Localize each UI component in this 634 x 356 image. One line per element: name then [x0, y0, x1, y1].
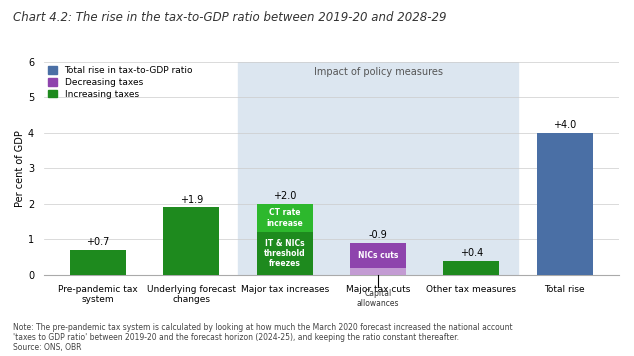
Bar	[443, 261, 500, 275]
Bar	[164, 207, 219, 275]
Bar	[257, 204, 313, 232]
Bar	[537, 133, 593, 275]
Text: CT rate
increase: CT rate increase	[266, 208, 303, 228]
Text: +1.9: +1.9	[179, 195, 203, 205]
Text: +0.4: +0.4	[460, 248, 483, 258]
Legend: Total rise in tax-to-GDP ratio, Decreasing taxes, Increasing taxes: Total rise in tax-to-GDP ratio, Decreasi…	[48, 66, 193, 99]
Bar	[350, 268, 406, 275]
Bar	[257, 232, 313, 275]
Text: Chart 4.2: The rise in the tax-to-GDP ratio between 2019-20 and 2028-29: Chart 4.2: The rise in the tax-to-GDP ra…	[13, 11, 446, 24]
Text: +0.7: +0.7	[86, 237, 110, 247]
Text: +2.0: +2.0	[273, 191, 296, 201]
Bar	[238, 62, 518, 275]
Bar	[350, 243, 406, 268]
Text: Note: The pre-pandemic tax system is calculated by looking at how much the March: Note: The pre-pandemic tax system is cal…	[13, 323, 512, 352]
Text: Capital
allowances: Capital allowances	[357, 289, 399, 308]
Text: +4.0: +4.0	[553, 120, 576, 130]
Text: Impact of policy measures: Impact of policy measures	[314, 67, 443, 77]
Y-axis label: Per cent of GDP: Per cent of GDP	[15, 130, 25, 207]
Text: NICs cuts: NICs cuts	[358, 251, 398, 260]
Bar	[70, 250, 126, 275]
Text: IT & NICs
threshold
freezes: IT & NICs threshold freezes	[264, 239, 306, 268]
Text: -0.9: -0.9	[369, 230, 387, 240]
